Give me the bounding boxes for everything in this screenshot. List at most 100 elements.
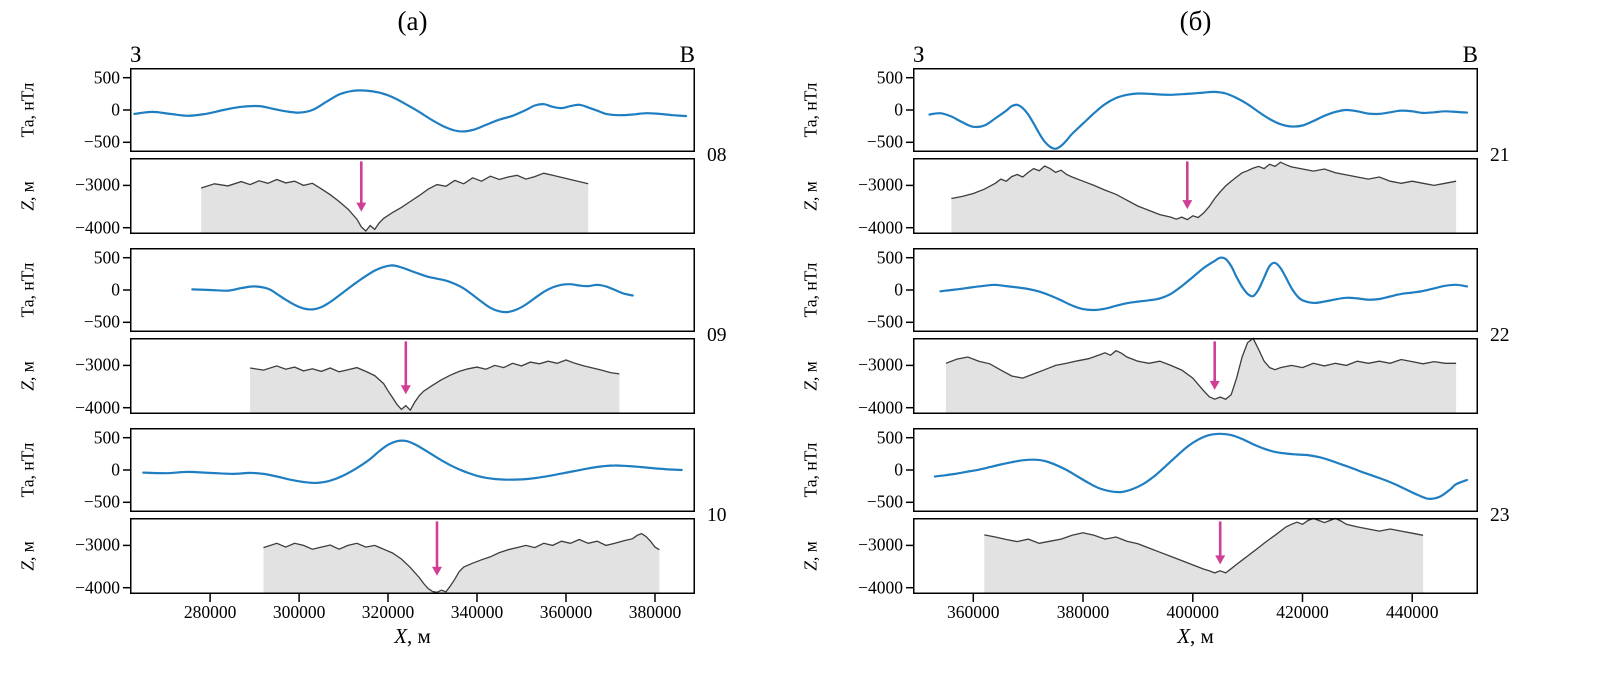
- x-axis-unit: , м: [1190, 624, 1214, 648]
- depth-plot-08: [123, 158, 695, 234]
- y-tick-label: 0: [894, 459, 903, 480]
- plot-area-cell: [906, 337, 1478, 414]
- axis-arrowhead-22: [1209, 380, 1220, 390]
- magnetic-curve-22: [939, 256, 1469, 312]
- right-margin-cell: 08: [695, 145, 751, 234]
- x-axis-variable: X: [394, 624, 408, 648]
- x-axis-tick-labels: 360000 380000 400000 420000 440000: [913, 594, 1478, 624]
- y-axis-tick-labels: −3000 −4000: [825, 158, 913, 237]
- spacer: [797, 594, 825, 624]
- plot-area-cell: [906, 248, 1478, 332]
- depth-area-23: [984, 518, 1424, 594]
- plot-area-cell: [123, 428, 695, 512]
- y-axis-title-cell: Z, м: [14, 158, 42, 234]
- profile-number-label: 10: [707, 505, 727, 526]
- y-tick-label: −3000: [858, 174, 903, 195]
- west-direction-label: З: [130, 42, 142, 67]
- y-axis-tick-labels: −3000 −4000: [825, 338, 913, 417]
- profile-number-label: 21: [1490, 145, 1510, 166]
- spacer: [825, 594, 913, 624]
- depth-axis-title: Z, м: [801, 541, 822, 571]
- plot-border: [130, 428, 695, 512]
- y-tick-label: 500: [876, 427, 903, 448]
- y-tick-label: −4000: [858, 217, 903, 238]
- y-tick-label: −4000: [75, 217, 120, 238]
- y-axis-title-cell: Та, нТл: [797, 428, 825, 512]
- depth-profile-outline-08: [201, 172, 589, 232]
- depth-area-21: [951, 162, 1457, 234]
- depth-row-10: Z, м −3000 −4000 10: [14, 505, 751, 602]
- y-axis-tick-labels: −3000 −4000: [42, 158, 130, 237]
- x-tick-label: 280000: [183, 602, 237, 622]
- magnetic-plot-21: [906, 68, 1478, 152]
- x-tick-label: 420000: [1276, 602, 1329, 622]
- spacer: [14, 10, 42, 68]
- depth-profile-outline-21: [951, 161, 1457, 221]
- magnetic-axis-label: Та, нТл: [17, 442, 38, 498]
- magnetic-row-22: Та, нТл 500 0 −500: [797, 247, 1534, 332]
- x-axis-title: X, м: [394, 624, 431, 649]
- spacer: [42, 594, 130, 624]
- y-axis-tick-labels: 500 0 −500: [42, 67, 130, 152]
- right-margin-cell: [1478, 68, 1534, 152]
- x-axis-title-row: X, м: [797, 624, 1534, 660]
- y-tick-label: −500: [83, 491, 120, 512]
- depth-axis-unit: , м: [17, 541, 38, 562]
- depth-plot-10: [123, 518, 695, 602]
- y-tick-label: −3000: [75, 174, 120, 195]
- y-axis-title-cell: Z, м: [797, 158, 825, 234]
- depth-plot-09: [123, 338, 695, 414]
- y-axis-tick-labels: 500 0 −500: [42, 247, 130, 332]
- x-tick-label: 380000: [1056, 602, 1110, 622]
- plot-border: [913, 158, 1478, 234]
- depth-axis-title: Z, м: [801, 361, 822, 391]
- plot-area-cell: [123, 158, 695, 234]
- y-tick-label: −4000: [75, 577, 120, 598]
- plot-border: [130, 158, 695, 234]
- magnetic-curve-09: [191, 264, 634, 314]
- y-axis-title-cell: Та, нТл: [797, 248, 825, 332]
- depth-axis-title: Z, м: [801, 181, 822, 211]
- y-tick-label: −500: [866, 131, 903, 152]
- magnetic-curve-10: [142, 439, 683, 485]
- right-margin-cell: 23: [1478, 505, 1534, 594]
- plot-area-cell: [906, 428, 1478, 512]
- y-axis-title-cell: Та, нТл: [14, 68, 42, 152]
- x-tick-label: 400000: [1166, 602, 1220, 622]
- spacer: [825, 624, 913, 660]
- y-axis-title-cell: Та, нТл: [14, 248, 42, 332]
- x-axis-variable: X: [1177, 624, 1191, 648]
- panel-b-header: (б) З В: [797, 6, 1534, 68]
- depth-axis-variable: Z: [800, 201, 821, 211]
- panel-a: (а) З В Та, нТл 500 0 −500 Z, м −3000 −4000 08 Та, …: [14, 6, 751, 660]
- depth-area-09: [250, 360, 620, 414]
- spacer: [42, 10, 130, 68]
- panel-b: (б) З В Та, нТл 500 0 −500 Z, м −3000 −4000 21 Та, …: [797, 6, 1534, 660]
- spacer: [1478, 594, 1534, 624]
- depth-axis-title: Z, м: [18, 361, 39, 391]
- plot-border: [913, 68, 1478, 152]
- x-axis-title-row: X, м: [14, 624, 751, 660]
- x-axis-tick-labels: 280000 300000 320000 340000 360000 380000: [130, 594, 695, 624]
- spacer: [14, 594, 42, 624]
- spacer: [825, 10, 913, 68]
- depth-axis-variable: Z: [800, 561, 821, 571]
- panel-a-header: (а) З В: [14, 6, 751, 68]
- y-tick-label: −500: [83, 311, 120, 332]
- depth-axis-variable: Z: [17, 381, 38, 391]
- right-margin-cell: [695, 68, 751, 152]
- depth-plot-22: [906, 337, 1478, 414]
- y-tick-label: −3000: [858, 534, 903, 555]
- spacer: [797, 10, 825, 68]
- magnetic-plot-22: [906, 248, 1478, 332]
- depth-plot-23: [906, 517, 1478, 602]
- depth-plot-21: [906, 158, 1478, 234]
- figure: (а) З В Та, нТл 500 0 −500 Z, м −3000 −4000 08 Та, …: [14, 6, 1534, 660]
- magnetic-axis-label: Та, нТл: [800, 442, 821, 498]
- magnetic-axis-title: Та, нТл: [18, 83, 39, 138]
- plot-area-cell: [123, 248, 695, 332]
- y-axis-title-cell: Z, м: [797, 518, 825, 594]
- x-tick-label: 320000: [361, 602, 415, 622]
- panel-header-area: (а) З В: [130, 6, 695, 68]
- magnetic-row-09: Та, нТл 500 0 −500: [14, 247, 751, 332]
